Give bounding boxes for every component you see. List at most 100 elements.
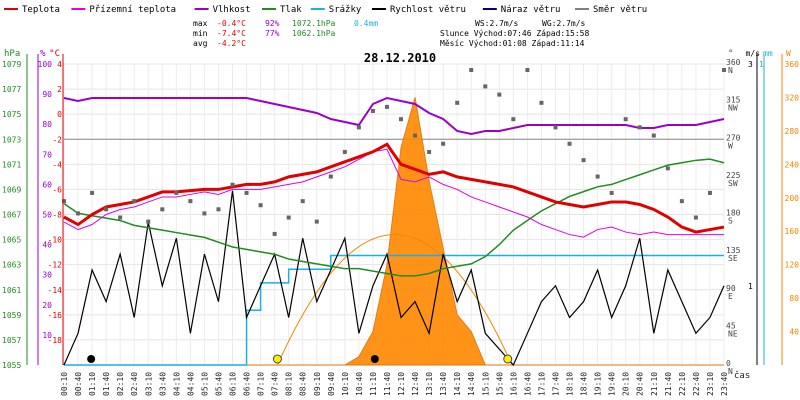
axis-tick-time: 07:10 [257,372,266,396]
axis-tick-percent: 60 [42,180,52,189]
stats-wg: WG:2.7m/s [542,19,586,28]
axis-tick-hpa: 1075 [2,110,21,119]
legend-label: Náraz větru [501,5,561,15]
stats-label: min [193,29,208,38]
wind-direction-point [370,108,375,113]
wind-direction-point [90,190,95,195]
axis-tick-direction-name: SW [728,179,738,188]
wind-direction-point [286,215,291,220]
axis-tick-hpa: 1079 [2,60,21,69]
axis-tick-direction-deg: 270 [726,133,741,142]
axis-label-wind: m/s [746,49,761,58]
axis-tick-percent: 10 [42,331,52,340]
wind-direction-point [511,117,516,122]
wind-direction-point [595,174,600,179]
axis-tick-solar: 280 [785,127,800,136]
axis-tick-time: 00:40 [74,372,83,396]
wind-direction-point [174,190,179,195]
stats-hum: 92% [265,19,280,28]
axis-tick-hpa: 1057 [2,336,21,345]
axis-tick-hpa: 1065 [2,236,21,245]
legend-label: Přízemní teplota [89,5,176,15]
moon-marker [370,355,379,363]
axis-tick-direction-deg: 45 [726,321,736,330]
axis-tick-time: 00:10 [60,372,69,396]
axis-tick-direction-name: SE [728,254,738,263]
axis-tick-celsius: -12 [48,261,63,270]
axis-tick-wind: 1 [748,282,753,291]
wind-direction-point [427,149,432,154]
axis-tick-percent: 20 [42,301,52,310]
wind-direction-point [244,190,249,195]
axis-tick-time: 08:10 [285,372,294,396]
axis-tick-direction-deg: 225 [726,171,741,180]
wind-direction-point [104,207,109,212]
axis-tick-time: 14:10 [453,372,462,396]
axis-tick-solar: 320 [785,93,800,102]
wind-direction-point [525,68,530,73]
wind-direction-point [707,190,712,195]
legend-label: Srážky [329,5,362,15]
stats-rain: 0.4mm [354,19,378,28]
wind-direction-point [230,182,235,187]
wind-direction-point [356,125,361,130]
axis-tick-celsius: -4 [52,160,62,169]
stats-sun: Slunce Východ:07:46 Západ:15:58 [440,29,589,38]
axis-tick-percent: 90 [42,90,52,99]
series-line-vlhkost [63,96,725,136]
wind-direction-point [62,199,66,204]
wind-direction-point [132,199,137,204]
axis-tick-solar: 160 [785,227,800,236]
axis-tick-hpa: 1077 [2,85,21,94]
axis-tick-time: 03:10 [144,372,153,396]
axis-tick-time: 12:40 [411,372,420,396]
axis-tick-time: 22:40 [692,372,701,396]
axis-tick-direction-name: W [728,141,733,150]
wind-direction-point [188,199,193,204]
axis-tick-time: 17:40 [551,372,560,396]
axis-tick-percent: 100 [38,60,53,69]
axis-tick-solar: 80 [789,294,799,303]
wind-direction-point [328,174,333,179]
axis-tick-time: 23:10 [706,372,715,396]
axis-tick-direction-deg: 360 [726,58,741,67]
axis-tick-time: 18:10 [566,372,575,396]
axis-tick-direction-name: S [728,217,733,226]
wind-direction-point [258,203,263,208]
sun-marker [272,354,282,364]
sun-arc [276,234,513,366]
chart-title: 28.12.2010 [364,51,436,65]
axis-tick-solar: 120 [785,261,800,270]
stats-ws: WS:2.7m/s [475,19,519,28]
series-line-srazky [64,254,724,366]
axis-tick-time: 04:40 [186,372,195,396]
legend-label: Rychlost větru [390,5,466,15]
axis-label-time: čas [734,370,750,381]
wind-direction-point [314,219,319,224]
axis-tick-celsius: -8 [52,211,62,220]
axis-label-percent: % [40,49,46,59]
axis-tick-time: 01:40 [102,372,111,396]
axis-tick-time: 23:40 [720,372,729,396]
axis-tick-solar: 40 [789,328,799,337]
wind-direction-point [160,207,165,212]
wind-direction-point [679,199,684,204]
stats-temp: -7.4°C [217,29,246,38]
stats-moon: Měsíc Východ:01:08 Západ:11:14 [440,39,585,48]
series-line-rychlost-vetru [63,190,725,367]
wind-direction-point [441,141,446,146]
stats-press: 1072.1hPa [292,19,336,28]
axis-tick-time: 15:10 [481,372,490,396]
axis-tick-hpa: 1073 [2,135,21,144]
axis-tick-time: 06:40 [243,372,252,396]
wind-direction-point [722,68,726,73]
stats-label: max [193,19,208,28]
axis-tick-time: 19:10 [594,372,603,396]
legend-label: Teplota [22,5,60,15]
stats-temp: -0.4°C [217,19,246,28]
axis-tick-percent: 40 [42,241,52,250]
axis-tick-time: 02:40 [130,372,139,396]
axis-tick-solar: 360 [785,60,800,69]
axis-tick-time: 20:10 [622,372,631,396]
